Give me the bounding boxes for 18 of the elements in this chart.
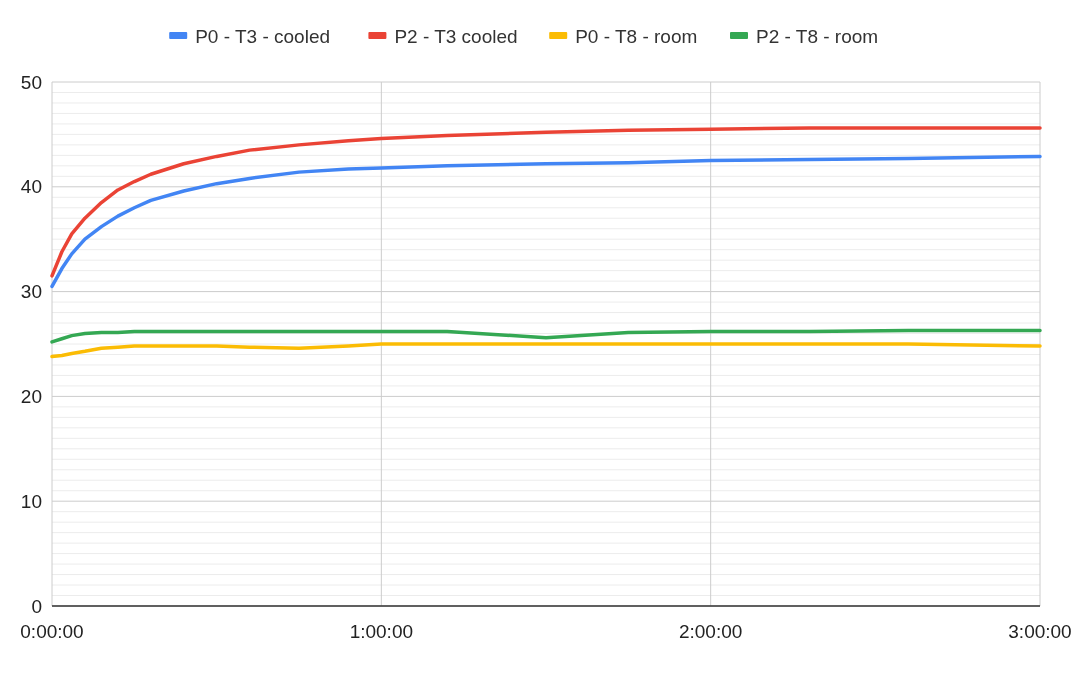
x-tick-label: 1:00:00 [349,621,414,642]
line-series [50,342,1042,359]
legend-label: P0 - T3 - cooled [195,25,331,47]
line-series [50,154,1042,289]
y-tick-label: 10 [20,490,42,512]
legend-label: P0 - T8 - room [575,25,698,47]
y-tick-label: 40 [20,176,42,198]
x-tick-label: 2:00:00 [678,621,743,642]
x-tick-label: 3:00:00 [1008,621,1072,642]
x-tick-label: 0:00:00 [20,621,84,642]
y-tick-label: 50 [20,71,42,93]
line-series [50,126,1042,278]
legend-label: P2 - T8 - room [756,25,879,47]
legend-label: P2 - T3 cooled [394,25,518,47]
y-tick-label: 0 [31,595,42,617]
y-tick-label: 20 [20,386,42,408]
y-tick-label: 30 [20,281,42,303]
line-series [50,328,1042,344]
